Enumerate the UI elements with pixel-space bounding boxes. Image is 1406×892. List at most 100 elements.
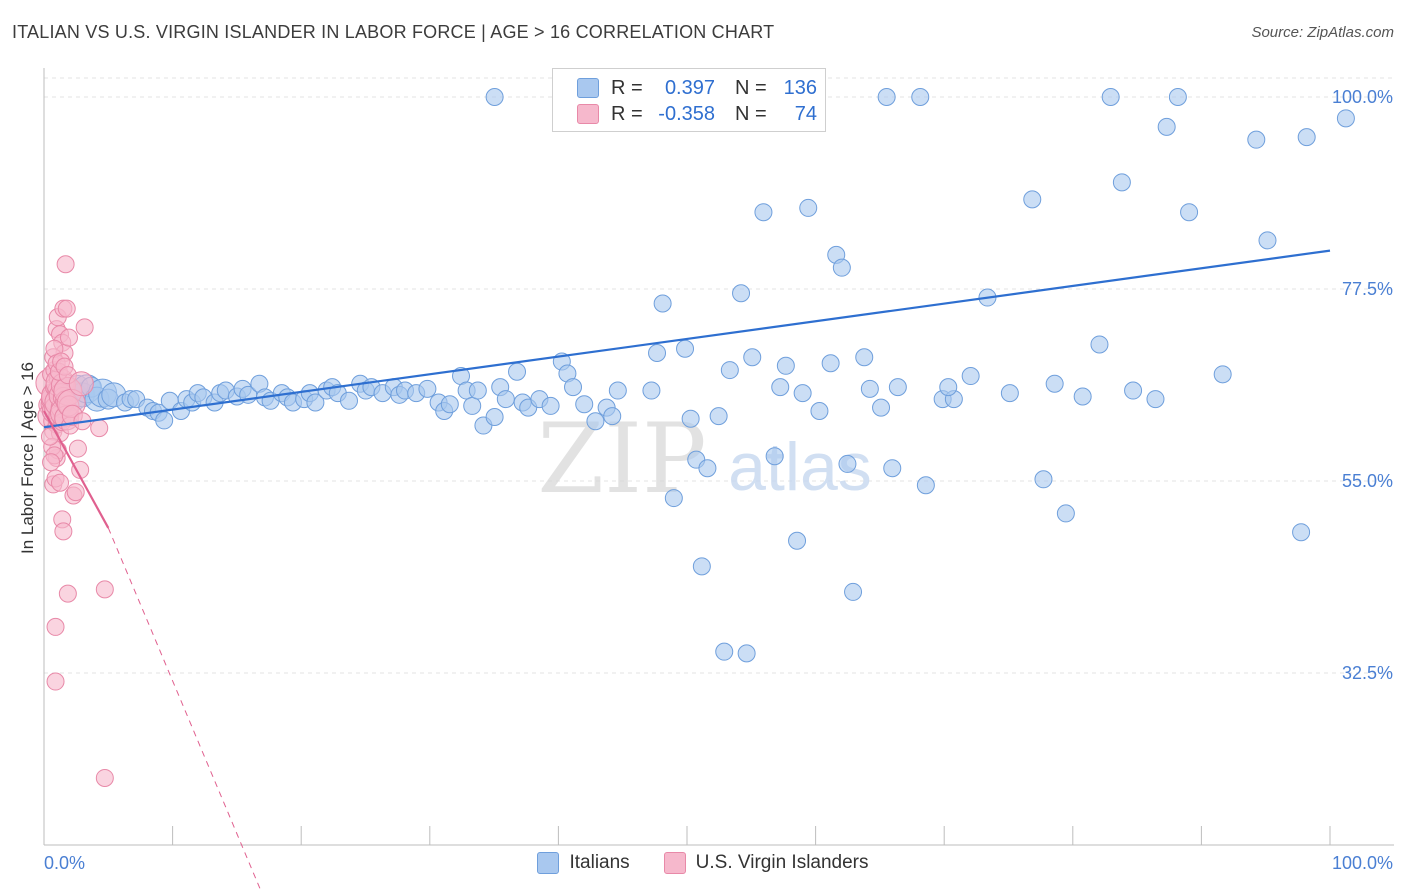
y-axis-label: In Labor Force | Age > 16 bbox=[18, 361, 37, 555]
italians-point bbox=[888, 378, 907, 397]
italians-point bbox=[939, 378, 958, 397]
italians-point bbox=[883, 459, 902, 478]
italians-point bbox=[776, 356, 795, 375]
virgin-islanders-swatch bbox=[577, 104, 599, 124]
italians-point bbox=[709, 407, 728, 426]
virgin-islanders-trend-extension bbox=[107, 527, 262, 892]
italians-point bbox=[1124, 381, 1143, 400]
italians-point bbox=[306, 393, 325, 412]
stats-row-virgin-islanders: R = -0.358 N = 74 bbox=[577, 101, 817, 127]
italians-point bbox=[1045, 374, 1064, 393]
chart-title: ITALIAN VS U.S. VIRGIN ISLANDER IN LABOR… bbox=[12, 22, 775, 42]
italians-point bbox=[698, 459, 717, 478]
virgin-islanders-point bbox=[59, 328, 78, 347]
virgin-islanders-point bbox=[56, 255, 75, 274]
r-label: R = bbox=[611, 102, 643, 125]
n-value: 74 bbox=[794, 102, 817, 125]
italians-point bbox=[799, 198, 818, 217]
italians-point bbox=[1073, 387, 1092, 406]
grid-lines bbox=[44, 77, 1394, 674]
y-tick-label: 55.0% bbox=[1342, 471, 1393, 491]
n-label: N = bbox=[735, 76, 767, 99]
italians-point bbox=[720, 361, 739, 380]
italians-point bbox=[418, 379, 437, 398]
italians-point bbox=[1157, 117, 1176, 136]
x-tick-label: 0.0% bbox=[44, 853, 85, 873]
x-tick-label: 100.0% bbox=[1332, 853, 1393, 873]
italians-point bbox=[681, 409, 700, 428]
italians-point bbox=[586, 412, 605, 431]
n-label: N = bbox=[735, 102, 767, 125]
italians-point bbox=[1292, 523, 1311, 542]
virgin-islanders-point bbox=[54, 522, 73, 541]
r-label: R = bbox=[611, 76, 643, 99]
virgin-islanders-point bbox=[90, 419, 109, 438]
italians-point bbox=[911, 88, 930, 106]
italians-point bbox=[1297, 128, 1316, 147]
italians-point bbox=[603, 407, 622, 426]
y-tick-label: 100.0% bbox=[1332, 87, 1393, 107]
virgin-islanders-points bbox=[35, 255, 114, 787]
virgin-islanders-point bbox=[57, 299, 76, 318]
italians-point bbox=[496, 390, 515, 409]
italians-point bbox=[1000, 384, 1019, 403]
italians-point bbox=[676, 339, 695, 358]
italians-point bbox=[1213, 365, 1232, 384]
italians-point bbox=[877, 88, 896, 106]
italians-point bbox=[485, 408, 504, 426]
virgin-islanders-point bbox=[66, 483, 85, 502]
italians-point bbox=[737, 644, 756, 663]
virgin-islanders-point bbox=[46, 672, 65, 691]
italians-point bbox=[692, 557, 711, 576]
italians-point bbox=[1101, 88, 1120, 106]
watermark: ZIP atlas bbox=[537, 403, 871, 515]
italians-point bbox=[832, 258, 851, 277]
italians-point bbox=[1180, 203, 1199, 222]
italians-point bbox=[860, 379, 879, 398]
italians-point bbox=[440, 395, 459, 414]
italians-point bbox=[653, 294, 672, 313]
y-tick-label: 32.5% bbox=[1342, 663, 1393, 683]
source-label: Source: ZipAtlas.com bbox=[1251, 24, 1394, 41]
r-value: -0.358 bbox=[658, 102, 715, 125]
virgin-islanders-point bbox=[95, 580, 114, 599]
italians-point bbox=[916, 476, 935, 495]
axes bbox=[43, 68, 1394, 846]
italians-point bbox=[743, 348, 762, 367]
italians-point bbox=[541, 396, 560, 415]
stats-legend: R = 0.397 N = 136 R = -0.358 N = 74 bbox=[552, 68, 826, 132]
italians-point bbox=[1146, 390, 1165, 409]
italians-point bbox=[1247, 130, 1266, 149]
italians-point bbox=[608, 381, 627, 400]
italians-point bbox=[508, 362, 527, 381]
legend-label-italians: Italians bbox=[569, 852, 630, 873]
trend-lines bbox=[43, 249, 1331, 892]
italians-point bbox=[838, 454, 857, 473]
legend-item-virgin-islanders[interactable]: U.S. Virgin Islanders bbox=[663, 852, 869, 874]
italians-point bbox=[754, 203, 773, 222]
virgin-islanders-point bbox=[58, 584, 77, 603]
legend-label-virgin-islanders: U.S. Virgin Islanders bbox=[695, 852, 869, 873]
italians-point bbox=[715, 642, 734, 661]
y-tick-label: 77.5% bbox=[1342, 279, 1393, 299]
italians-point bbox=[961, 367, 980, 386]
italians-trend-line bbox=[43, 249, 1331, 429]
stats-row-italians: R = 0.397 N = 136 bbox=[577, 75, 817, 101]
series-legend: Italians U.S. Virgin Islanders bbox=[0, 852, 1406, 874]
italians-point bbox=[1056, 504, 1075, 523]
italians-point bbox=[732, 284, 751, 303]
legend-item-italians[interactable]: Italians bbox=[537, 852, 630, 874]
italians-point bbox=[1336, 109, 1355, 128]
italians-point bbox=[872, 398, 891, 417]
italians-point bbox=[1023, 190, 1042, 209]
italians-point bbox=[564, 378, 583, 397]
italians-point bbox=[793, 384, 812, 403]
italians-point bbox=[855, 348, 874, 367]
italians-point bbox=[575, 395, 594, 414]
italians-point bbox=[1258, 231, 1277, 250]
virgin-islanders-point bbox=[46, 617, 65, 636]
italians-point bbox=[1090, 335, 1109, 354]
italians-points bbox=[41, 88, 1355, 663]
virgin-islanders-trend-line bbox=[43, 410, 110, 529]
